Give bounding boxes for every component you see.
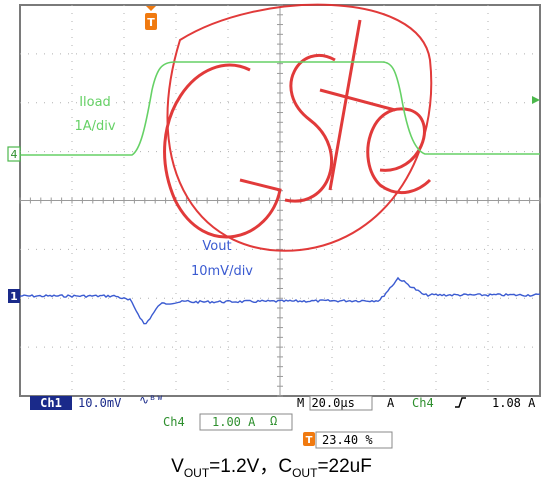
watermark-outline (166, 3, 433, 252)
graticule-grid (19, 4, 541, 397)
ch1-scale-readout[interactable]: 10.0mV (78, 396, 121, 410)
ch4-annotation-name: Iload (79, 95, 111, 110)
ch1-ground-marker[interactable]: 1 (8, 289, 20, 303)
timebase-readout: M 20.0µs (297, 396, 355, 410)
svg-text:T: T (306, 435, 313, 446)
svg-text:T: T (147, 16, 155, 29)
ch4-load-current-trace (20, 61, 540, 156)
ch1-marker-label: 1 (10, 290, 18, 303)
caption-cout-prefix: C (278, 456, 293, 477)
trigger-level-arrow-icon[interactable] (532, 96, 540, 104)
caption-vout-value: =1.2V， (209, 456, 279, 477)
ch1-badge[interactable] (30, 396, 72, 410)
status-bar: Ch1 10.0mV ∿ᴮᵂ M 20.0µs A Ch4 1.08 A Ch4… (30, 393, 536, 449)
watermark-letter-t (319, 19, 396, 191)
position-percent-readout: 23.40 % (322, 433, 373, 447)
trigger-arrow-icon (146, 6, 156, 11)
trigger-mode-readout[interactable]: A (387, 396, 395, 410)
ch4-marker-label: 4 (11, 148, 18, 161)
ac-bandwidth-icon: ∿ᴮᵂ (139, 393, 164, 407)
trigger-source-readout[interactable]: Ch4 (412, 396, 434, 410)
timebase-box[interactable] (309, 395, 373, 411)
trigger-position-marker[interactable]: T (145, 6, 157, 30)
rising-edge-icon (455, 397, 466, 408)
caption-vout-sub: OUT (183, 465, 210, 480)
watermark-letter-G (163, 63, 282, 239)
ch1-annotation-scale: 10mV/div (191, 264, 253, 279)
position-box[interactable] (315, 431, 393, 449)
oscilloscope-screen: 4 1 T Iload 1A/div Vout 10mV/div Ch1 10.… (7, 3, 541, 449)
caption-cout-value: =22uF (317, 456, 372, 477)
trigger-T-icon (145, 13, 157, 30)
ch4-coupling-readout: Ω (270, 414, 277, 428)
ch4-annotation-scale: 1A/div (74, 119, 115, 134)
ch1-badge-label: Ch1 (40, 396, 62, 410)
ch4-scale-box[interactable] (199, 413, 293, 431)
watermark (163, 3, 433, 252)
ch4-scale-readout: 1.00 A (212, 415, 256, 429)
caption-cout-sub: OUT (292, 465, 318, 480)
ch4-ground-marker[interactable]: 4 (7, 146, 21, 162)
position-T-icon (303, 432, 315, 446)
figure-caption: VOUT=1.2V，COUT=22uF (0, 451, 543, 481)
ch1-annotation-name: Vout (202, 239, 231, 254)
caption-vout-prefix: V (171, 456, 184, 477)
ch1-vout-trace (19, 276, 541, 325)
trigger-level-readout[interactable]: 1.08 A (492, 396, 536, 410)
ch4-badge-label[interactable]: Ch4 (163, 415, 185, 429)
watermark-letter-S (284, 53, 336, 203)
